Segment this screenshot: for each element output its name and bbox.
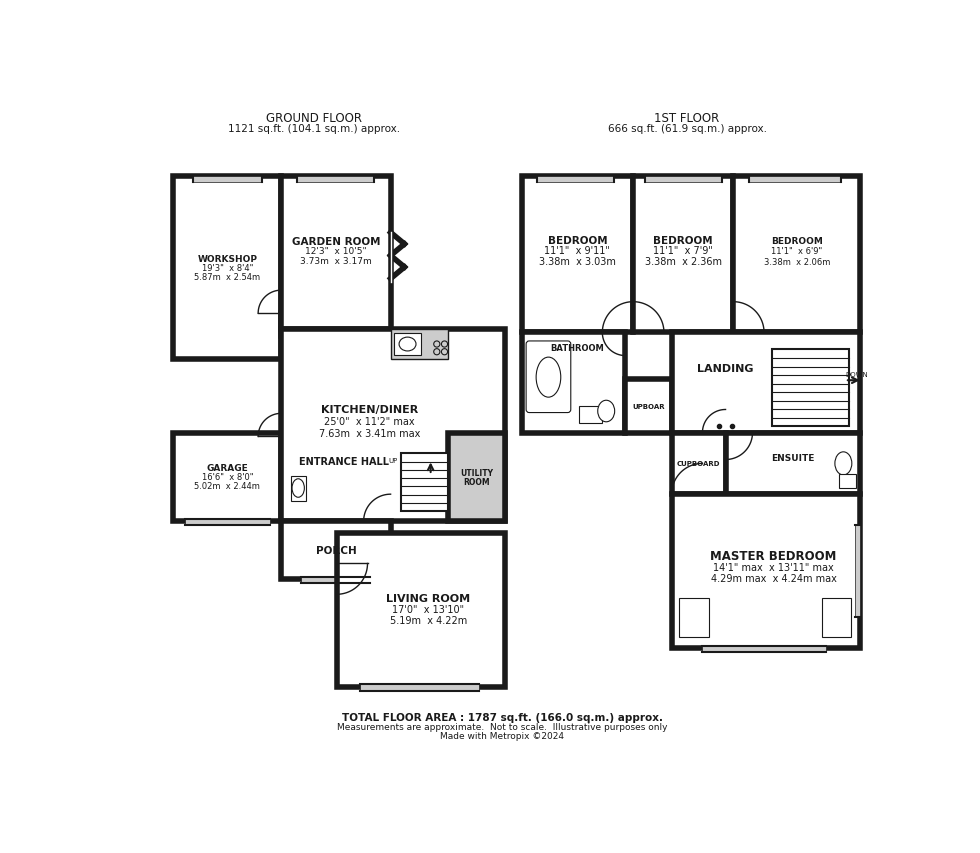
Bar — [855, 525, 860, 618]
Text: 25'0"  x 11'2" max: 25'0" x 11'2" max — [324, 416, 416, 426]
Text: ENTRANCE HALL: ENTRANCE HALL — [299, 457, 389, 467]
Ellipse shape — [292, 479, 305, 497]
Bar — [290, 477, 306, 502]
Text: UP: UP — [388, 457, 398, 463]
Text: 1121 sq.ft. (104.1 sq.m.) approx.: 1121 sq.ft. (104.1 sq.m.) approx. — [227, 124, 400, 134]
Bar — [839, 474, 856, 489]
Ellipse shape — [835, 452, 852, 475]
Bar — [733, 177, 860, 333]
Text: 3.38m  x 2.36m: 3.38m x 2.36m — [645, 257, 721, 267]
Bar — [185, 519, 270, 525]
Bar — [671, 433, 725, 495]
Text: CUPBOARD: CUPBOARD — [677, 461, 720, 467]
Text: 14'1" max  x 13'11" max: 14'1" max x 13'11" max — [713, 563, 834, 572]
Text: Made with Metropix ©2024: Made with Metropix ©2024 — [440, 732, 564, 740]
Bar — [360, 685, 479, 691]
Bar — [193, 177, 262, 183]
Text: BEDROOM: BEDROOM — [771, 236, 823, 246]
Bar — [173, 433, 281, 521]
Bar — [537, 177, 613, 183]
Text: 3.73m  x 3.17m: 3.73m x 3.17m — [300, 257, 371, 266]
Text: 7.63m  x 3.41m max: 7.63m x 3.41m max — [319, 428, 420, 438]
Text: 5.02m  x 2.44m: 5.02m x 2.44m — [194, 481, 261, 490]
Text: LIVING ROOM: LIVING ROOM — [386, 594, 470, 603]
Text: 11'1"  x 6'9": 11'1" x 6'9" — [771, 247, 822, 256]
Ellipse shape — [536, 357, 561, 397]
Bar — [521, 333, 625, 433]
Text: 3.38m  x 3.03m: 3.38m x 3.03m — [539, 257, 615, 267]
Text: 11'1"  x 9'11": 11'1" x 9'11" — [544, 247, 611, 256]
Text: MASTER BEDROOM: MASTER BEDROOM — [710, 549, 837, 563]
FancyBboxPatch shape — [526, 341, 570, 413]
Bar — [301, 577, 369, 583]
Text: GROUND FLOOR: GROUND FLOOR — [266, 112, 362, 125]
Text: 16'6"  x 8'0": 16'6" x 8'0" — [202, 473, 253, 482]
Bar — [822, 599, 851, 637]
Text: 3.38m  x 2.06m: 3.38m x 2.06m — [763, 258, 830, 266]
Text: ENSUITE: ENSUITE — [771, 453, 814, 462]
Text: 11'1"  x 7'9": 11'1" x 7'9" — [654, 247, 713, 256]
Text: GARDEN ROOM: GARDEN ROOM — [292, 236, 380, 247]
Text: WORKSHOP: WORKSHOP — [197, 255, 258, 264]
Text: UPBOAR: UPBOAR — [632, 403, 664, 409]
Bar — [395, 334, 421, 356]
Text: 4.29m max  x 4.24m max: 4.29m max x 4.24m max — [710, 573, 837, 583]
Text: 12'3"  x 10'5": 12'3" x 10'5" — [305, 247, 367, 256]
Text: UTILITY: UTILITY — [460, 468, 493, 477]
Text: LANDING: LANDING — [698, 363, 754, 373]
Text: GARAGE: GARAGE — [207, 463, 248, 473]
Text: KITCHEN/DINER: KITCHEN/DINER — [321, 405, 418, 415]
Bar — [749, 177, 841, 183]
Text: 666 sq.ft. (61.9 sq.m.) approx.: 666 sq.ft. (61.9 sq.m.) approx. — [608, 124, 766, 134]
Ellipse shape — [598, 401, 614, 422]
Text: BATHROOM: BATHROOM — [551, 344, 605, 353]
Bar — [725, 433, 860, 495]
Bar — [625, 380, 671, 433]
Bar — [772, 350, 849, 426]
Bar — [401, 454, 449, 512]
Text: PORCH: PORCH — [316, 545, 357, 555]
Bar — [297, 177, 373, 183]
Bar — [337, 533, 505, 687]
Bar — [281, 329, 505, 521]
Text: BEDROOM: BEDROOM — [654, 236, 713, 247]
Bar — [449, 433, 505, 521]
Text: 1ST FLOOR: 1ST FLOOR — [655, 112, 719, 125]
Bar — [671, 495, 860, 648]
Text: 5.19m  x 4.22m: 5.19m x 4.22m — [390, 615, 466, 625]
Bar — [521, 177, 633, 333]
Bar — [579, 407, 603, 424]
Bar — [281, 521, 391, 579]
Bar — [281, 177, 391, 329]
Bar — [679, 599, 709, 637]
Text: ROOM: ROOM — [464, 478, 490, 486]
Text: 19'3"  x 8'4": 19'3" x 8'4" — [202, 264, 253, 273]
Ellipse shape — [399, 338, 416, 351]
Text: 17'0"  x 13'10": 17'0" x 13'10" — [392, 604, 465, 614]
Bar — [671, 333, 860, 433]
Bar — [391, 329, 449, 360]
Text: DOWN: DOWN — [845, 372, 868, 378]
Text: 5.87m  x 2.54m: 5.87m x 2.54m — [194, 272, 261, 281]
Bar — [173, 177, 281, 360]
Text: BEDROOM: BEDROOM — [548, 236, 608, 247]
Text: TOTAL FLOOR AREA : 1787 sq.ft. (166.0 sq.m.) approx.: TOTAL FLOOR AREA : 1787 sq.ft. (166.0 sq… — [342, 712, 662, 722]
Bar — [703, 646, 826, 653]
Text: Measurements are approximate.  Not to scale.  Illustrative purposes only: Measurements are approximate. Not to sca… — [337, 722, 667, 731]
Bar — [633, 177, 733, 333]
Bar — [645, 177, 721, 183]
